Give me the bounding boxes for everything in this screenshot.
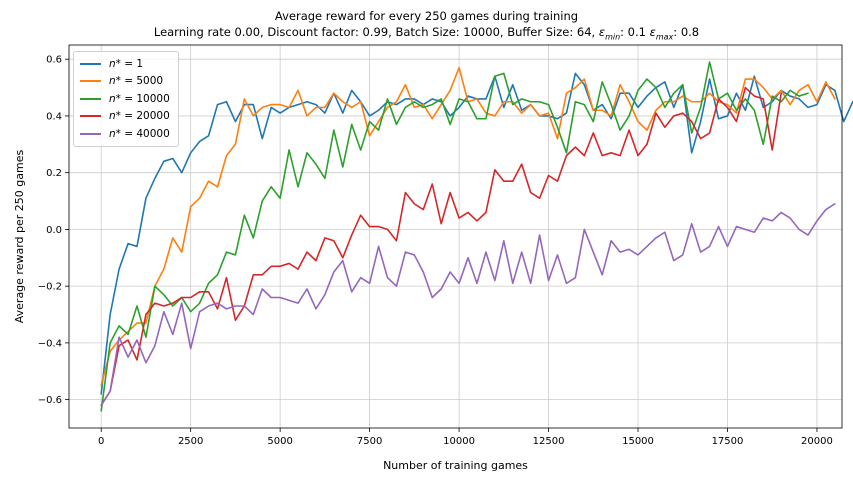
x-tick-label: 10000 [443, 436, 475, 447]
y-tick-label: 0.6 [46, 55, 62, 66]
x-tick-label: 2500 [178, 436, 203, 447]
series-line [100, 203, 836, 407]
legend-swatch [80, 62, 101, 65]
x-tick-label: 7500 [357, 436, 382, 447]
legend-swatch [80, 115, 101, 118]
legend-label: n* = 5000 [109, 75, 164, 88]
x-tick-label: 12500 [533, 436, 565, 447]
y-tick-label: −0.4 [38, 338, 62, 349]
legend-item: n* = 1 [80, 55, 170, 73]
series-line [100, 72, 853, 395]
y-axis-label: Average reward per 250 games [13, 150, 26, 324]
epsilon-max-symbol: ε [649, 25, 656, 39]
chart-subtitle: Learning rate 0.00, Discount factor: 0.9… [0, 25, 853, 41]
y-tick-label: −0.6 [38, 395, 62, 406]
legend-label: n* = 20000 [109, 110, 170, 123]
y-tick-label: 0.0 [46, 225, 62, 236]
legend-item: n* = 20000 [80, 108, 170, 126]
legend-label: n* = 10000 [109, 92, 170, 105]
legend-swatch [80, 80, 101, 83]
epsilon-min-subscript: min [605, 32, 621, 42]
legend-item: n* = 40000 [80, 125, 170, 143]
x-tick-label: 20000 [801, 436, 833, 447]
grid-lines [69, 45, 842, 428]
y-tick-label: 0.2 [46, 168, 62, 179]
series-line [100, 66, 836, 387]
subtitle-text: Learning rate 0.00, Discount factor: 0.9… [153, 25, 599, 39]
legend-item: n* = 10000 [80, 90, 170, 108]
legend-label: n* = 40000 [109, 127, 170, 140]
epsilon-min-symbol: ε [598, 25, 606, 39]
epsilon-max-value: : 0.8 [673, 25, 700, 39]
legend-swatch [80, 132, 101, 135]
x-tick-label: 15000 [622, 436, 654, 447]
y-tick-label: −0.2 [38, 282, 62, 293]
x-tick-label: 5000 [267, 436, 292, 447]
series-line [100, 61, 809, 412]
x-tick-label: 0 [98, 436, 104, 447]
legend-label: n* = 1 [109, 57, 144, 70]
legend-swatch [80, 97, 101, 100]
series-layer [100, 61, 853, 412]
x-tick-label: 17500 [712, 436, 744, 447]
epsilon-max-subscript: max [655, 32, 674, 42]
x-axis-label: Number of training games [383, 459, 528, 472]
legend-item: n* = 5000 [80, 73, 170, 91]
chart-legend: n* = 1 n* = 5000 n* = 10000 n* = 20000 n* = … [73, 51, 179, 147]
plot-frame [68, 44, 843, 429]
chart-title: Average reward for every 250 games durin… [274, 9, 579, 23]
epsilon-min-value: : 0.1 [620, 25, 650, 39]
y-tick-label: 0.4 [46, 111, 62, 122]
axis-ticks: 0 2500 5000 7500 10000 12500 15000 17500 20000 −0… [38, 55, 833, 447]
series-line [100, 86, 782, 407]
